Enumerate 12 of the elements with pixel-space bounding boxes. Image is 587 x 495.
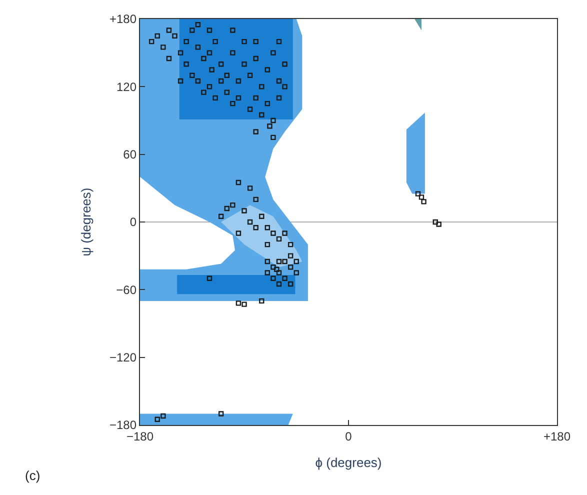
y-tick-label: −60 [116,282,137,297]
x-tick-label: 0 [345,430,352,444]
text: (c) [25,468,40,483]
x-axis-title: ϕ (degrees) [315,455,382,470]
y-tick-label: 120 [116,80,137,94]
y-axis-title: ψ (degrees) [78,188,94,256]
y-tick-label: +180 [109,12,137,26]
y-tick-label: −180 [109,418,137,432]
y-tick-label: −120 [109,350,137,365]
x-tick-label: +180 [543,430,571,444]
y-tick-label: 0 [130,215,137,230]
y-tick-label: 60 [123,148,137,162]
